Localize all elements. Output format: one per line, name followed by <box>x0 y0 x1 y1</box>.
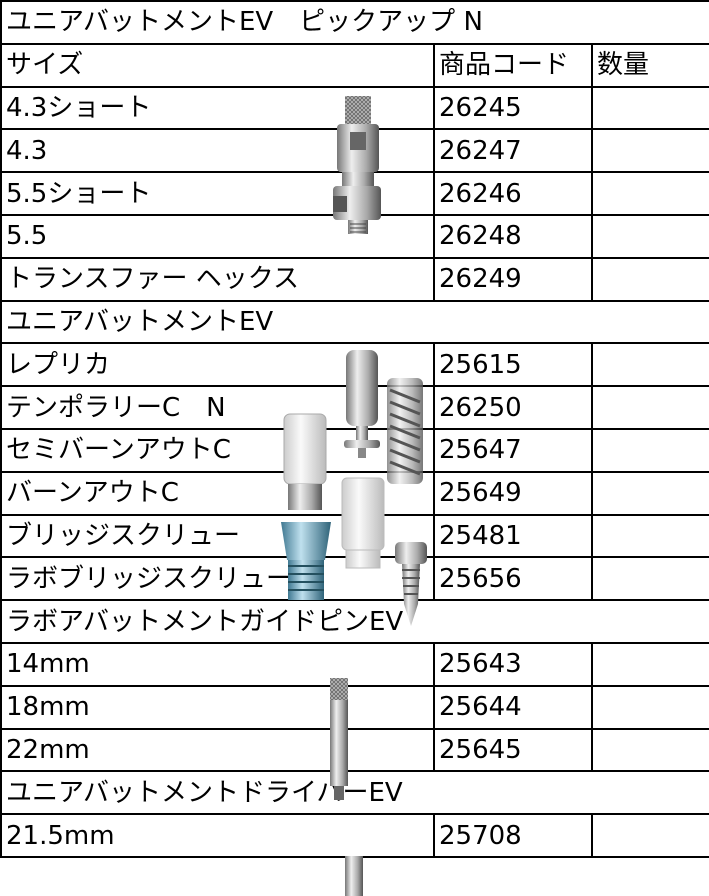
product-row: 5.5ショート 26246 <box>0 171 709 216</box>
size-cell: レプリカ <box>0 342 435 388</box>
code-cell: 25645 <box>433 727 593 773</box>
product-table: ユニアバットメントEV ピックアップ N サイズ 商品コード 数量 4.3ショート 262… <box>0 0 709 858</box>
title-row: ユニアバットメントEV ピックアップ N <box>0 0 709 45</box>
group-heading-row: ラボアバットメントガイドピンEV <box>0 599 709 644</box>
size-cell: 21.5mm <box>0 813 435 858</box>
column-header: 商品コード <box>433 42 593 88</box>
code-cell: 25708 <box>433 813 593 858</box>
size-cell: 18mm <box>0 684 435 730</box>
size-cell: 4.3ショート <box>0 85 435 131</box>
size-cell: バーンアウトC <box>0 470 435 516</box>
quantity-cell <box>590 427 709 473</box>
product-row: レプリカ 25615 <box>0 342 709 388</box>
quantity-cell <box>590 513 709 559</box>
product-row: バーンアウトC 25649 <box>0 470 709 516</box>
column-header: 数量 <box>590 42 709 88</box>
code-cell: 25643 <box>433 641 593 687</box>
product-row: ラボブリッジスクリュー 25656 <box>0 556 709 602</box>
product-row: 22mm 25645 <box>0 727 709 773</box>
size-cell: 22mm <box>0 727 435 773</box>
quantity-cell <box>590 256 709 302</box>
size-cell: トランスファー ヘックス <box>0 256 435 302</box>
quantity-cell <box>590 385 709 430</box>
product-row: 18mm 25644 <box>0 684 709 730</box>
quantity-cell <box>590 813 709 858</box>
product-row: 4.3ショート 26245 <box>0 85 709 131</box>
product-row: 4.3 26247 <box>0 128 709 174</box>
group-heading: ユニアバットメントドライバーEV <box>0 770 709 816</box>
quantity-cell <box>590 641 709 687</box>
code-cell: 25656 <box>433 556 593 602</box>
header-row: サイズ 商品コード 数量 <box>0 42 709 88</box>
product-row: 21.5mm 25708 <box>0 813 709 858</box>
product-row: 5.5 26248 <box>0 213 709 259</box>
size-cell: 5.5 <box>0 213 435 259</box>
product-row: セミバーンアウトC 25647 <box>0 427 709 473</box>
product-row: 14mm 25643 <box>0 641 709 687</box>
product-row: ブリッジスクリュー 25481 <box>0 513 709 559</box>
code-cell: 26247 <box>433 128 593 174</box>
product-row: トランスファー ヘックス 26249 <box>0 256 709 302</box>
group-heading: ユニアバットメントEV <box>0 299 709 345</box>
quantity-cell <box>590 556 709 602</box>
code-cell: 25644 <box>433 684 593 730</box>
driver-image <box>345 856 363 896</box>
quantity-cell <box>590 342 709 388</box>
quantity-cell <box>590 85 709 131</box>
column-header: サイズ <box>0 42 435 88</box>
size-cell: 14mm <box>0 641 435 687</box>
size-cell: 5.5ショート <box>0 171 435 216</box>
quantity-cell <box>590 171 709 216</box>
code-cell: 26248 <box>433 213 593 259</box>
group-heading-row: ユニアバットメントEV <box>0 299 709 345</box>
quantity-cell <box>590 128 709 174</box>
product-row: テンポラリーC N 26250 <box>0 385 709 430</box>
size-cell: テンポラリーC N <box>0 385 435 430</box>
quantity-cell <box>590 727 709 773</box>
size-cell: 4.3 <box>0 128 435 174</box>
group-heading-row: ユニアバットメントドライバーEV <box>0 770 709 816</box>
code-cell: 26246 <box>433 171 593 216</box>
code-cell: 25647 <box>433 427 593 473</box>
code-cell: 26249 <box>433 256 593 302</box>
size-cell: ブリッジスクリュー <box>0 513 435 559</box>
size-cell: セミバーンアウトC <box>0 427 435 473</box>
group-heading: ラボアバットメントガイドピンEV <box>0 599 709 644</box>
quantity-cell <box>590 470 709 516</box>
code-cell: 26250 <box>433 385 593 430</box>
code-cell: 25649 <box>433 470 593 516</box>
code-cell: 26245 <box>433 85 593 131</box>
code-cell: 25481 <box>433 513 593 559</box>
size-cell: ラボブリッジスクリュー <box>0 556 435 602</box>
quantity-cell <box>590 684 709 730</box>
quantity-cell <box>590 213 709 259</box>
table-title: ユニアバットメントEV ピックアップ N <box>0 0 709 45</box>
code-cell: 25615 <box>433 342 593 388</box>
